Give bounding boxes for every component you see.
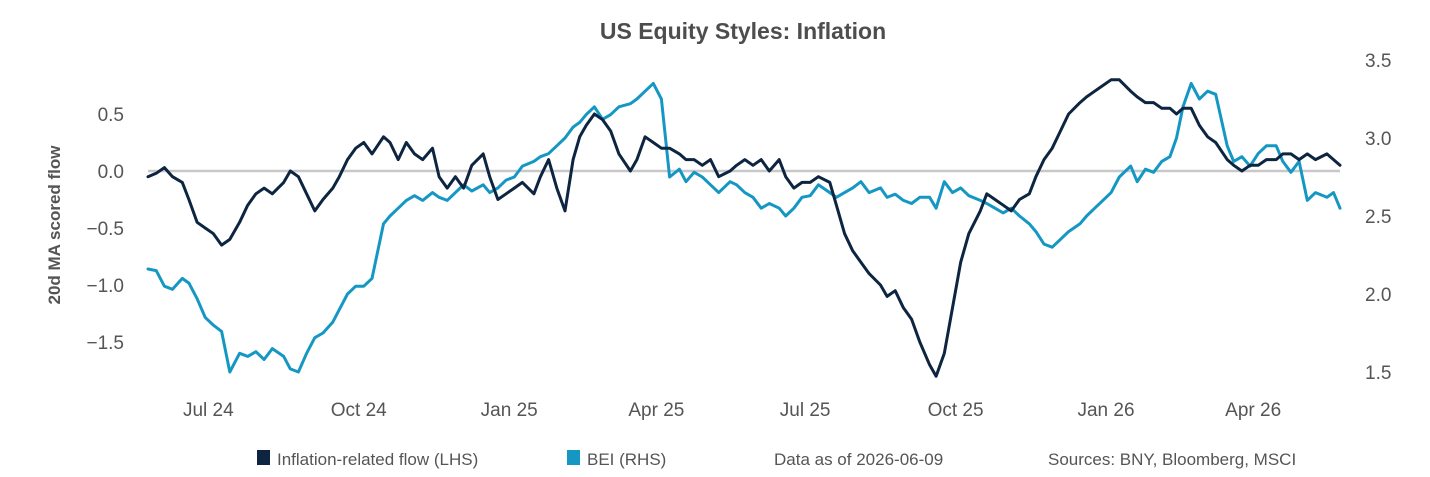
x-tick-label: Oct 25: [928, 400, 984, 421]
right-tick-label: 1.5: [1365, 363, 1391, 384]
y-axis-label-left: 20d MA scored flow: [45, 145, 64, 305]
series-layer: [146, 78, 1342, 378]
x-axis-ticks: Jul 24 Oct 24 Jan 25 Apr 25 Jul 25 Oct 25 Jan …: [183, 400, 1281, 421]
right-axis-ticks: 3.5 3.0 2.5 2.0 1.5: [1365, 51, 1391, 384]
sources-note: Sources: BNY, Bloomberg, MSCI: [1048, 450, 1296, 469]
x-tick-label: Oct 24: [331, 400, 387, 421]
x-tick-label: Jul 24: [183, 400, 234, 421]
right-tick-label: 3.5: [1365, 51, 1391, 72]
data-as-of: Data as of 2026-06-09: [774, 450, 943, 469]
series-line-bei: [146, 81, 1342, 374]
legend: Inflation-related flow (LHS) BEI (RHS): [257, 450, 666, 469]
x-tick-label: Apr 25: [628, 400, 684, 421]
x-tick-label: Apr 26: [1225, 400, 1281, 421]
left-tick-label: −1.5: [86, 333, 124, 354]
legend-label: BEI (RHS): [587, 450, 666, 469]
legend-swatch: [567, 450, 580, 465]
right-tick-label: 3.0: [1365, 129, 1391, 150]
legend-swatch: [257, 450, 270, 465]
x-tick-label: Jan 25: [481, 400, 538, 421]
left-tick-label: −1.0: [86, 276, 124, 297]
x-tick-label: Jan 26: [1077, 400, 1134, 421]
chart-title: US Equity Styles: Inflation: [600, 18, 886, 44]
series-line-inflation-flow: [146, 78, 1342, 378]
legend-label: Inflation-related flow (LHS): [277, 450, 478, 469]
x-tick-label: Jul 25: [780, 400, 831, 421]
right-tick-label: 2.0: [1365, 285, 1391, 306]
left-tick-label: 0.5: [98, 105, 124, 126]
left-tick-label: −0.5: [86, 219, 124, 240]
right-tick-label: 2.5: [1365, 207, 1391, 228]
left-tick-label: 0.0: [98, 162, 124, 183]
left-axis-ticks: 0.5 0.0 −0.5 −1.0 −1.5: [86, 105, 124, 354]
